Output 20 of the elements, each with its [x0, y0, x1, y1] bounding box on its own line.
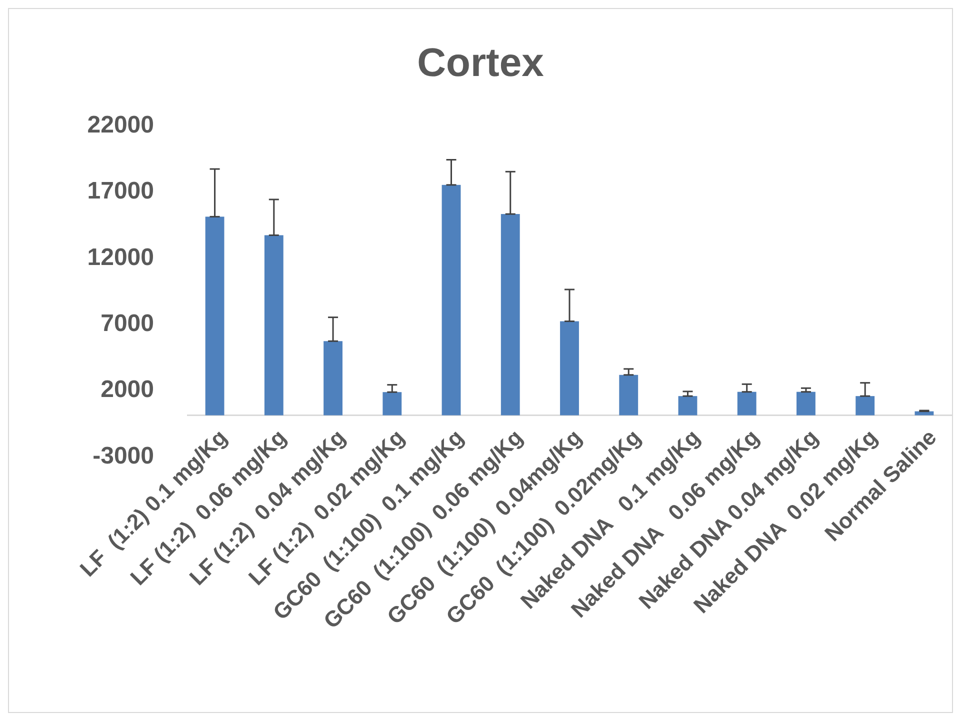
- y-tick-label: 7000: [100, 310, 154, 337]
- bar: [856, 396, 875, 416]
- y-tick-label: -3000: [92, 442, 154, 470]
- bar: [619, 374, 638, 416]
- bar: [382, 392, 402, 416]
- bar: [737, 392, 756, 416]
- bar: [264, 235, 284, 416]
- bar: [796, 392, 816, 416]
- y-tick-label: 2000: [100, 376, 154, 404]
- y-tick-label: 22000: [87, 111, 154, 138]
- bar: [500, 214, 520, 416]
- bar: [442, 184, 461, 416]
- y-tick-label: 12000: [87, 244, 154, 271]
- chart-title: Cortex: [417, 41, 544, 85]
- bar: [205, 216, 224, 416]
- bar: [324, 341, 342, 416]
- y-tick-label: 17000: [87, 178, 154, 205]
- bar: [914, 411, 934, 416]
- bar: [678, 396, 698, 416]
- bar: [560, 321, 579, 416]
